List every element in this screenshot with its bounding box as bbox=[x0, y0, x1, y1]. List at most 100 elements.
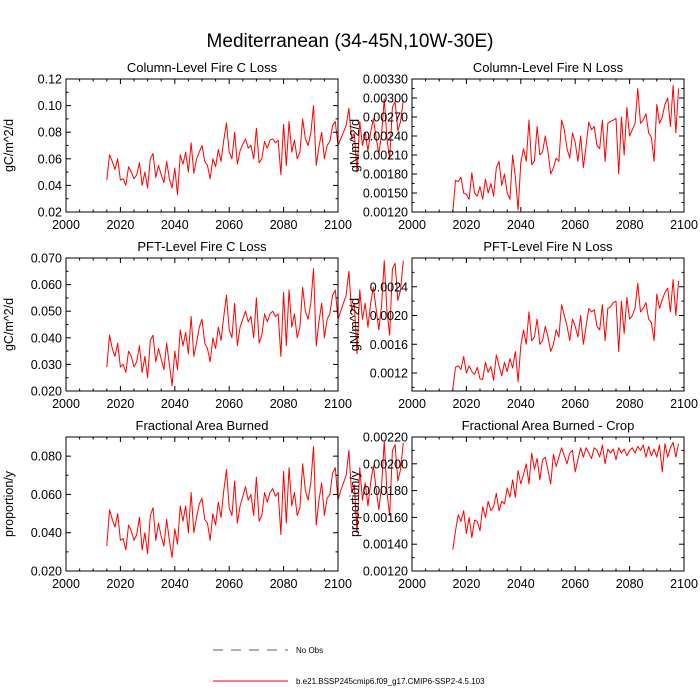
x-tick-label: 2000 bbox=[398, 397, 426, 411]
y-axis-label: gC/m^2/d bbox=[2, 119, 16, 172]
y-tick-label: 0.0020 bbox=[370, 309, 408, 323]
series-line bbox=[106, 98, 404, 196]
y-tick-label: 0.080 bbox=[31, 450, 62, 464]
panel-3: PFT-Level Fire C Loss 2000 2020 2040 2060 208… bbox=[2, 239, 404, 411]
x-tick-label: 2040 bbox=[507, 577, 535, 591]
y-tick-label: 0.00180 bbox=[363, 168, 408, 182]
x-tick-label: 2020 bbox=[106, 577, 134, 591]
x-tick-label: 2020 bbox=[106, 397, 134, 411]
series-line bbox=[452, 441, 680, 550]
y-axis-label: gN/m^2/d bbox=[348, 298, 362, 351]
panel-5: Fractional Area Burned 2000 2020 2040 2060 20… bbox=[2, 418, 404, 591]
panel-title: Column-Level Fire C Loss bbox=[127, 60, 278, 75]
x-tick-label: 2040 bbox=[161, 397, 189, 411]
x-tick-label: 2040 bbox=[507, 397, 535, 411]
x-tick-label: 2100 bbox=[324, 397, 352, 411]
panel-1: Column-Level Fire C Loss 2000 2020 2040 2060… bbox=[2, 60, 404, 232]
y-tick-label: 0.0016 bbox=[370, 338, 408, 352]
x-tick-label: 2100 bbox=[670, 218, 698, 232]
y-tick-label: 0.00150 bbox=[363, 187, 408, 201]
y-tick-label: 0.08 bbox=[38, 126, 62, 140]
y-tick-label: 0.020 bbox=[31, 385, 62, 399]
x-tick-label: 2000 bbox=[52, 577, 80, 591]
y-axis-label: gC/m^2/d bbox=[2, 298, 16, 351]
x-tick-label: 2080 bbox=[616, 577, 644, 591]
x-tick-label: 2040 bbox=[161, 218, 189, 232]
legend: No Obs b.e21.BSSP245cmip6.f09_g17.CMIP6-… bbox=[213, 646, 485, 686]
y-axis-label: proportion/y bbox=[2, 470, 16, 537]
x-tick-label: 2060 bbox=[215, 397, 243, 411]
plot-frame bbox=[411, 257, 685, 392]
y-tick-label: 0.12 bbox=[38, 73, 62, 87]
y-tick-label: 0.040 bbox=[31, 526, 62, 540]
x-tick-label: 2060 bbox=[561, 577, 589, 591]
y-tick-label: 0.04 bbox=[38, 179, 62, 193]
series-line bbox=[452, 279, 680, 389]
legend-obs-label: No Obs bbox=[296, 646, 323, 655]
panel-title: Fractional Area Burned bbox=[136, 418, 269, 433]
x-tick-label: 2060 bbox=[215, 218, 243, 232]
panel-title: PFT-Level Fire N Loss bbox=[483, 239, 613, 254]
y-tick-label: 0.060 bbox=[31, 488, 62, 502]
x-tick-label: 2000 bbox=[52, 397, 80, 411]
y-tick-label: 0.00200 bbox=[363, 457, 408, 471]
y-tick-label: 0.00330 bbox=[363, 73, 408, 87]
series-line bbox=[452, 84, 680, 213]
y-tick-label: 0.070 bbox=[31, 252, 62, 266]
plot-frame bbox=[411, 436, 685, 572]
y-tick-label: 0.00220 bbox=[363, 431, 408, 445]
plot-frame bbox=[65, 257, 339, 392]
panel-6: Fractional Area Burned - Crop 2000 2020 204… bbox=[348, 418, 698, 591]
x-tick-label: 2060 bbox=[215, 577, 243, 591]
x-tick-label: 2000 bbox=[52, 218, 80, 232]
x-tick-label: 2100 bbox=[670, 577, 698, 591]
x-tick-label: 2020 bbox=[452, 397, 480, 411]
y-tick-label: 0.00180 bbox=[363, 484, 408, 498]
y-tick-label: 0.06 bbox=[38, 152, 62, 166]
x-tick-label: 2080 bbox=[270, 397, 298, 411]
y-tick-label: 0.060 bbox=[31, 278, 62, 292]
x-tick-label: 2040 bbox=[161, 577, 189, 591]
y-tick-label: 0.00300 bbox=[363, 92, 408, 106]
x-tick-label: 2020 bbox=[106, 218, 134, 232]
panel-title: Fractional Area Burned - Crop bbox=[462, 418, 635, 433]
y-tick-label: 0.00270 bbox=[363, 111, 408, 125]
series-line bbox=[106, 440, 404, 559]
x-tick-label: 2020 bbox=[452, 218, 480, 232]
x-tick-label: 2100 bbox=[670, 397, 698, 411]
x-tick-label: 2100 bbox=[324, 577, 352, 591]
y-tick-label: 0.050 bbox=[31, 305, 62, 319]
series-line bbox=[106, 260, 404, 387]
figure-title: Mediterranean (34-45N,10W-30E) bbox=[207, 31, 494, 52]
panels: Column-Level Fire C Loss 2000 2020 2040 2060… bbox=[2, 60, 698, 591]
y-tick-label: 0.00210 bbox=[363, 149, 408, 163]
plot-frame bbox=[65, 436, 339, 572]
y-tick-label: 0.00120 bbox=[363, 206, 408, 220]
y-tick-label: 0.00140 bbox=[363, 538, 408, 552]
x-tick-label: 2080 bbox=[616, 218, 644, 232]
x-tick-label: 2020 bbox=[452, 577, 480, 591]
x-tick-label: 2080 bbox=[270, 577, 298, 591]
y-tick-label: 0.020 bbox=[31, 565, 62, 579]
panel-title: Column-Level Fire N Loss bbox=[473, 60, 624, 75]
x-tick-label: 2060 bbox=[561, 218, 589, 232]
y-tick-label: 0.00120 bbox=[363, 565, 408, 579]
y-axis-label: gN/m^2/d bbox=[348, 119, 362, 172]
plot-frame bbox=[411, 78, 685, 213]
x-tick-label: 2100 bbox=[324, 218, 352, 232]
y-axis-label: proportion/y bbox=[348, 470, 362, 537]
legend-model-label: b.e21.BSSP245cmip6.f09_g17.CMIP6-SSP2-4.… bbox=[296, 677, 485, 686]
y-tick-label: 0.0024 bbox=[370, 280, 408, 294]
panel-title: PFT-Level Fire C Loss bbox=[137, 239, 267, 254]
y-tick-label: 0.00240 bbox=[363, 130, 408, 144]
y-tick-label: 0.030 bbox=[31, 358, 62, 372]
x-tick-label: 2040 bbox=[507, 218, 535, 232]
panel-4: PFT-Level Fire N Loss 2000 2020 2040 2060 208… bbox=[348, 239, 698, 411]
y-tick-label: 0.0012 bbox=[370, 367, 408, 381]
x-tick-label: 2000 bbox=[398, 577, 426, 591]
x-tick-label: 2080 bbox=[270, 218, 298, 232]
x-tick-label: 2060 bbox=[561, 397, 589, 411]
y-tick-label: 0.00160 bbox=[363, 511, 408, 525]
x-tick-label: 2080 bbox=[616, 397, 644, 411]
